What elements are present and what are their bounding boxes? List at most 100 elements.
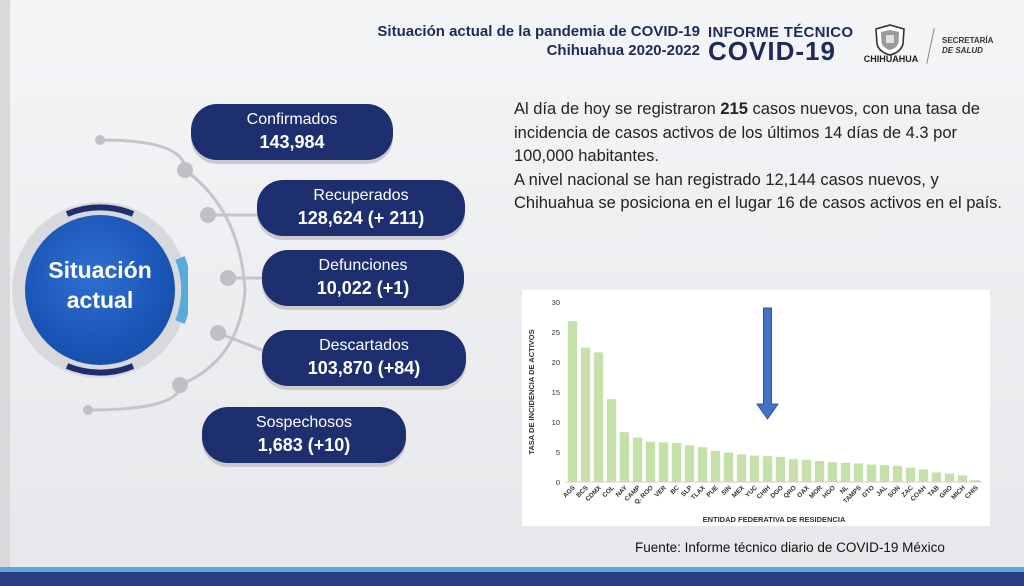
summary-text: Al día de hoy se registraron 215 casos n… — [514, 98, 1004, 216]
footer-accent-bar — [0, 567, 1024, 572]
bar-tamps — [853, 463, 864, 482]
bars — [567, 321, 981, 482]
bar-cdmx — [593, 352, 604, 482]
summary-paragraph-2: A nivel nacional se han registrado 12,14… — [514, 170, 1002, 213]
summary-paragraph-1: Al día de hoy se registraron 215 casos n… — [514, 98, 1004, 169]
connector-lines — [83, 135, 263, 415]
down-arrow-icon — [756, 307, 779, 420]
stat-pill-recuperados: Recuperados 128,624 (+ 211) — [257, 180, 465, 236]
x-tick-label: NL — [839, 484, 850, 495]
bar-qro — [788, 459, 799, 482]
stat-label: Sospechosos — [255, 414, 353, 431]
state-name-label: CHIHUAHUA — [863, 54, 919, 64]
y-tick-label: 15 — [552, 388, 560, 397]
bar-nl — [840, 462, 851, 482]
stat-label: Descartados — [319, 337, 409, 354]
bar-col — [606, 399, 617, 482]
y-tick-label: 30 — [552, 298, 560, 307]
bar-sin — [723, 452, 734, 482]
stat-pill-sospechosos: Sospechosos 1,683 (+10) — [202, 407, 406, 463]
bar-chih — [762, 456, 773, 482]
bar-son — [892, 465, 903, 482]
x-tick-label: MICH — [950, 484, 967, 501]
bar-coah — [918, 469, 929, 482]
bar-gto — [866, 464, 877, 482]
x-tick-label: QRO — [782, 484, 797, 499]
bar-mich — [957, 475, 968, 482]
stat-value: 10,022 (+1) — [316, 278, 410, 298]
stat-pill-descartados: Descartados 103,870 (+84) — [262, 330, 466, 386]
x-tick-label: SON — [887, 484, 902, 499]
stat-value: 1,683 (+10) — [257, 435, 351, 455]
x-tick-label: AGS — [562, 484, 577, 499]
brand-covid19: COVID-19 — [708, 36, 836, 66]
x-tick-label: TLAX — [690, 484, 707, 501]
stat-value: 103,870 (+84) — [307, 358, 421, 378]
y-tick-label: 5 — [556, 448, 560, 457]
bar-pue — [710, 450, 721, 482]
bar-nay — [619, 432, 630, 482]
bar-slp — [684, 445, 695, 482]
bar-ver — [658, 442, 669, 482]
footer-bar — [0, 572, 1024, 586]
brand-informe-tecnico: INFORME TÉCNICO — [708, 24, 854, 41]
x-tick-label: HGO — [821, 484, 836, 499]
y-tick-label: 20 — [552, 358, 560, 367]
x-tick-label: COL — [601, 484, 616, 499]
secretaria-line2: DE SALUD — [942, 46, 983, 55]
bar-mor — [814, 461, 825, 482]
y-tick-label: 25 — [552, 328, 560, 337]
y-tick-label: 0 — [556, 478, 560, 487]
stat-pill-confirmados: Confirmados 143,984 — [191, 104, 393, 160]
situacion-actual-label: Situación actual — [25, 255, 175, 315]
situacion-label-line1: Situación — [48, 257, 152, 283]
bar-tab — [931, 472, 942, 482]
stat-value: 143,984 — [259, 132, 325, 152]
x-axis-label: ENTIDAD FEDERATIVA DE RESIDENCIA — [703, 515, 846, 524]
bar-bc — [671, 443, 682, 482]
bar-camp — [632, 437, 643, 482]
header-title: Situación actual de la pandemia de COVID… — [300, 22, 700, 60]
x-tick-label: CHIS — [964, 484, 980, 500]
bar-oax — [801, 459, 812, 482]
chart-card: 0 5 10 15 20 25 30 AGS BCS CDMX COL NAY CAMP Q. ROO V… — [522, 290, 990, 526]
summary-p1-after: casos nuevos, con una tasa de incidencia… — [514, 100, 980, 165]
new-cases-count: 215 — [720, 100, 748, 118]
stat-value: 128,624 (+ 211) — [297, 208, 425, 228]
x-tick-label: PUE — [706, 484, 721, 499]
y-axis-label: TASA DE INCIDENCIA DE ACTIVOS — [527, 329, 536, 454]
x-tick-label: DGO — [769, 484, 784, 499]
header-title-line1: Situación actual de la pandemia de COVID… — [377, 23, 700, 40]
window-edge — [0, 0, 10, 586]
x-tick-label: BC — [669, 484, 681, 496]
bar-jal — [879, 465, 890, 482]
stat-label: Confirmados — [246, 111, 338, 128]
situacion-label-line2: actual — [66, 287, 134, 313]
bar-bcs — [580, 347, 591, 482]
bar-chis — [970, 480, 981, 482]
x-tick-label: CHIH — [756, 484, 772, 500]
x-tick-label: MOR — [808, 484, 824, 500]
source-note: Fuente: Informe técnico diario de COVID-… — [635, 540, 945, 555]
stat-pill-defunciones: Defunciones 10,022 (+1) — [262, 250, 464, 306]
bar-qroo — [645, 441, 656, 482]
y-ticks: 0 5 10 15 20 25 30 — [552, 298, 560, 487]
stat-label: Recuperados — [313, 187, 409, 204]
bar-mex — [736, 454, 747, 482]
bar-yuc — [749, 455, 760, 482]
situacion-circle-accents — [65, 204, 188, 376]
y-tick-label: 10 — [552, 418, 560, 427]
bar-tlax — [697, 447, 708, 482]
bar-zac — [905, 467, 916, 482]
summary-p1-before: Al día de hoy se registraron — [514, 100, 721, 118]
x-tick-label: JAL — [875, 484, 889, 498]
situacion-circle — [25, 215, 175, 365]
header-title-line2: Chihuahua 2020-2022 — [546, 42, 700, 59]
bar-gro — [944, 473, 955, 482]
state-seal-icon — [875, 24, 905, 56]
bar-hgo — [827, 462, 838, 482]
x-tick-label: MEX — [731, 484, 746, 499]
